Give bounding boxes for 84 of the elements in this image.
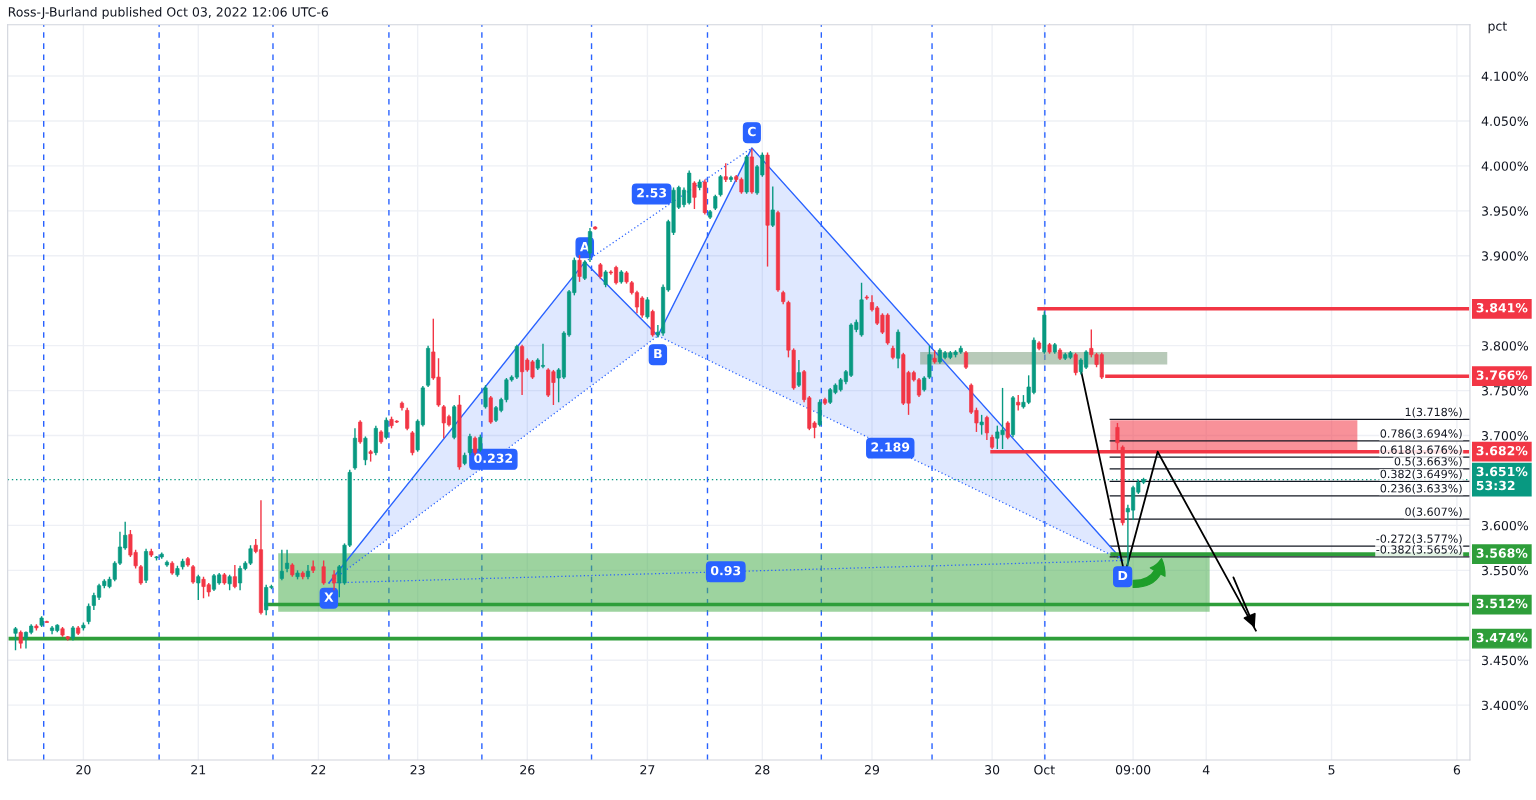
candlestick xyxy=(196,574,201,601)
candlestick xyxy=(405,406,410,431)
candlestick xyxy=(410,430,415,457)
ref-line-label: -0.382(3.565%) xyxy=(1376,545,1462,555)
candlestick xyxy=(1073,352,1078,377)
ref-line-label: 1(3.718%) xyxy=(1405,407,1462,418)
candlestick xyxy=(692,180,697,210)
candlestick xyxy=(984,415,989,441)
candlestick xyxy=(587,227,592,263)
annotation: A xyxy=(579,242,590,252)
x-tick-label: 5 xyxy=(1328,765,1335,775)
annotation: 0.232 xyxy=(474,453,513,463)
ref-line-label: 0(3.607%) xyxy=(1405,507,1462,518)
x-tick-label: 30 xyxy=(985,765,1000,775)
candlestick xyxy=(577,254,582,283)
candlestick xyxy=(467,433,472,457)
annotation: 0.93 xyxy=(710,565,741,576)
candlestick xyxy=(285,548,290,573)
candlestick xyxy=(384,416,389,440)
y-tick-label: 3.550% xyxy=(1482,565,1529,576)
annotation: 2.189 xyxy=(871,442,910,452)
candlestick xyxy=(332,569,337,591)
candlestick xyxy=(279,548,284,581)
candlestick xyxy=(483,384,488,410)
ref-line-label: 0.382(3.649%) xyxy=(1380,469,1462,480)
y-axis-title: pct xyxy=(1488,21,1507,34)
annotation: D xyxy=(1118,570,1128,581)
y-tick-label: 3.750% xyxy=(1482,386,1529,396)
candlestick xyxy=(817,398,822,428)
candlestick xyxy=(645,296,650,320)
y-tick-label: 4.100% xyxy=(1481,71,1529,81)
text: 3.568% xyxy=(1476,548,1528,558)
x-tick-label: 21 xyxy=(191,765,206,775)
annotation: 2.53 xyxy=(637,188,667,198)
candlestick xyxy=(13,626,18,652)
y-tick-label: 4.050% xyxy=(1481,116,1529,126)
candlestick xyxy=(86,602,91,625)
x-tick-label: 4 xyxy=(1202,765,1210,775)
text: 3.474% xyxy=(1476,632,1528,643)
candlestick xyxy=(650,309,655,338)
x-tick-label: 26 xyxy=(520,765,535,775)
y-tick-label: 3.600% xyxy=(1482,520,1529,531)
ref-line-label: 0.618(3.676%) xyxy=(1380,445,1462,456)
y-tick-label: 3.700% xyxy=(1482,431,1529,441)
y-tick-label: 3.400% xyxy=(1482,700,1529,711)
y-tick-label: 3.900% xyxy=(1482,251,1529,261)
candlestick xyxy=(979,414,984,436)
x-tick-label: 27 xyxy=(640,765,655,775)
candlestick xyxy=(723,162,728,183)
text: 3.682% xyxy=(1476,445,1528,456)
ref-line-label: 3.651% 53:32 xyxy=(1476,466,1528,491)
x-tick-label: Oct xyxy=(1034,765,1055,775)
candlestick xyxy=(582,259,587,281)
candlestick xyxy=(770,185,775,228)
x-tick-label: 09:00 xyxy=(1115,765,1151,775)
y-tick-label: 3.800% xyxy=(1482,341,1529,351)
x-tick-label: 20 xyxy=(76,765,91,775)
annotation: X xyxy=(324,592,334,602)
annotation: C xyxy=(747,126,756,137)
chart-title: Ross-J-Burland published Oct 03, 2022 12:06 UTC-6 xyxy=(8,6,329,20)
y-tick-label: 3.450% xyxy=(1482,655,1529,666)
x-tick-label: 28 xyxy=(755,765,770,775)
ref-line-label: 0.5(3.663%) xyxy=(1394,456,1462,467)
y-tick-label: 4.000% xyxy=(1481,161,1529,171)
text: 3.841% xyxy=(1476,302,1528,313)
candlestick xyxy=(232,564,237,590)
candlestick xyxy=(796,359,801,388)
x-tick-label: 22 xyxy=(311,765,326,775)
y-tick-label: 3.950% xyxy=(1482,206,1529,216)
ref-line-label: 0.786(3.694%) xyxy=(1380,429,1462,440)
candlestick xyxy=(321,559,326,586)
candlestick xyxy=(363,435,368,466)
candlestick xyxy=(311,559,316,574)
x-tick-label: 6 xyxy=(1453,765,1461,775)
annotation: B xyxy=(654,348,662,359)
candlestick xyxy=(358,419,363,445)
candlestick xyxy=(191,564,196,585)
x-tick-label: 29 xyxy=(864,765,880,775)
text: 3.512% xyxy=(1476,598,1528,609)
ref-line-label: 0.236(3.633%) xyxy=(1380,483,1462,494)
candlestick xyxy=(718,174,723,198)
text: 3.766% xyxy=(1476,370,1528,380)
ref-line-label: -0.272(3.577%) xyxy=(1376,534,1462,545)
x-tick-label: 23 xyxy=(410,765,425,775)
